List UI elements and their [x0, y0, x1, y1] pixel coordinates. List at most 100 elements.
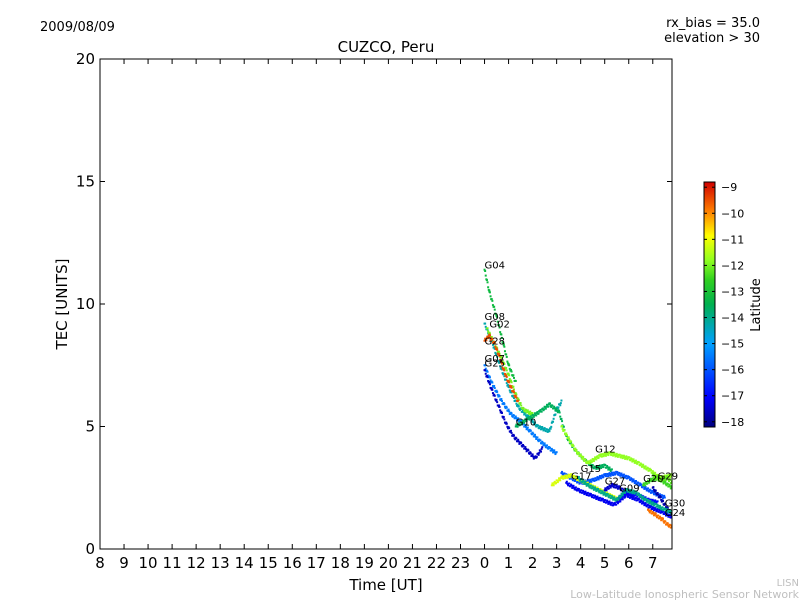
data-point — [515, 423, 518, 426]
x-tick-label: 8 — [95, 554, 105, 572]
data-point — [659, 475, 662, 478]
data-point — [591, 463, 594, 466]
data-point — [518, 423, 521, 426]
data-point — [601, 464, 604, 467]
data-point — [528, 452, 531, 455]
data-point — [622, 490, 625, 493]
data-point — [523, 447, 526, 450]
colorbar-tick-label: −13 — [721, 285, 744, 298]
data-point — [592, 467, 595, 470]
data-point — [588, 494, 591, 497]
series-g07 — [483, 364, 558, 456]
series-g29 — [651, 473, 672, 484]
data-point — [483, 268, 486, 271]
data-point — [508, 364, 511, 367]
data-point — [581, 491, 584, 494]
colorbar-tick-label: −18 — [721, 416, 744, 429]
data-point — [587, 483, 590, 486]
data-point — [654, 471, 657, 474]
data-point — [649, 505, 652, 508]
data-point — [497, 350, 500, 353]
data-point — [550, 449, 553, 452]
data-point — [593, 458, 596, 461]
data-point — [667, 480, 670, 483]
data-point — [484, 367, 487, 370]
data-point — [514, 399, 517, 402]
data-point — [550, 484, 553, 487]
data-point — [622, 495, 625, 498]
data-point — [563, 472, 566, 475]
data-point — [596, 455, 599, 458]
data-point — [645, 468, 648, 471]
data-point — [577, 481, 580, 484]
colorbar-tick-label: −15 — [721, 338, 744, 351]
data-point — [604, 487, 607, 490]
data-point — [515, 419, 518, 422]
data-point — [508, 427, 511, 430]
data-point — [547, 430, 550, 433]
data-point — [580, 489, 583, 492]
x-tick-label: 15 — [259, 554, 278, 572]
data-point — [607, 487, 610, 490]
data-point — [561, 475, 564, 478]
data-point — [573, 486, 576, 489]
data-point — [648, 501, 651, 504]
data-point — [499, 409, 502, 412]
data-point — [609, 493, 612, 496]
data-point — [500, 356, 503, 359]
data-point — [539, 425, 542, 428]
data-point — [658, 506, 661, 509]
data-point — [651, 512, 654, 515]
data-point — [561, 473, 564, 476]
data-point — [652, 471, 655, 474]
data-point — [595, 498, 598, 501]
data-point — [657, 504, 660, 507]
data-point — [524, 409, 527, 412]
data-point — [505, 421, 508, 424]
data-point — [618, 472, 621, 475]
data-point — [654, 473, 657, 476]
satellite-label-g28: G28 — [485, 337, 505, 348]
data-point — [524, 424, 527, 427]
data-point — [613, 503, 616, 506]
data-point — [562, 477, 565, 480]
data-point — [550, 425, 553, 428]
y-tick-label: 0 — [85, 540, 95, 558]
data-point — [663, 521, 666, 524]
data-point — [633, 492, 636, 495]
data-point — [605, 453, 608, 456]
data-point — [670, 473, 672, 476]
data-point — [517, 397, 520, 400]
data-point — [616, 502, 619, 505]
data-point — [510, 386, 513, 389]
data-point — [526, 409, 529, 412]
data-point — [663, 474, 666, 477]
data-point — [634, 497, 637, 500]
data-point — [505, 382, 508, 385]
satellite-label-g08: G08 — [485, 312, 505, 323]
data-point — [666, 474, 669, 477]
data-point — [618, 499, 621, 502]
data-point — [547, 405, 550, 408]
data-point — [506, 425, 509, 428]
data-point — [594, 465, 597, 468]
data-point — [525, 450, 528, 453]
data-point — [505, 374, 508, 377]
series-g30 — [651, 486, 672, 516]
data-point — [586, 478, 589, 481]
data-point — [493, 305, 496, 308]
data-point — [552, 420, 555, 423]
data-point — [613, 484, 616, 487]
data-point — [598, 491, 601, 494]
data-point — [529, 415, 532, 418]
data-point — [594, 495, 597, 498]
data-point — [618, 496, 621, 499]
data-point — [603, 474, 606, 477]
data-point — [601, 490, 604, 493]
data-point — [488, 375, 491, 378]
data-point — [544, 446, 547, 449]
data-point — [602, 493, 605, 496]
data-point — [637, 493, 640, 496]
data-point — [537, 439, 540, 442]
satellite-label-g25: G25 — [485, 359, 505, 370]
